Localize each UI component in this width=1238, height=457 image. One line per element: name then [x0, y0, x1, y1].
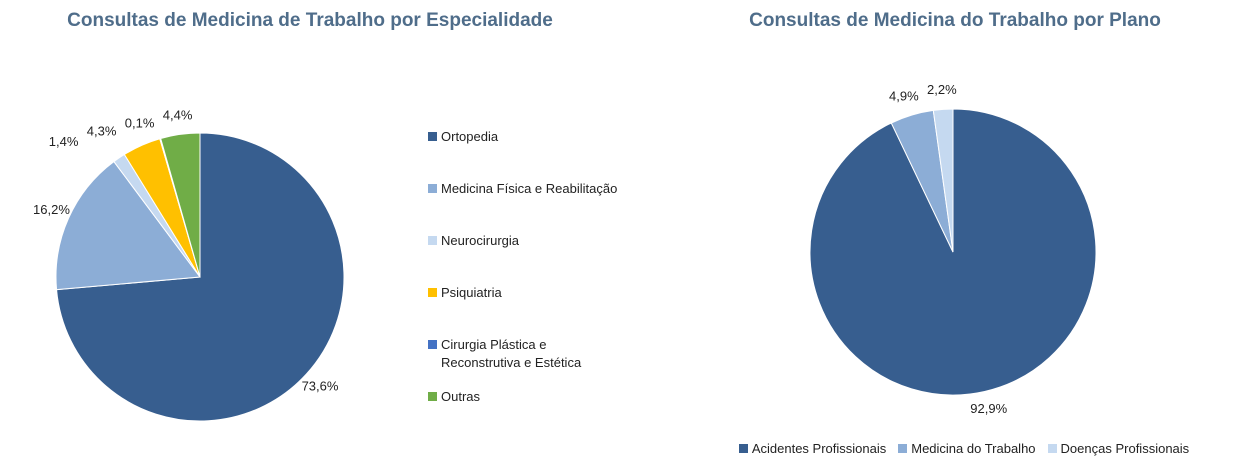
data-label: 2,2% — [927, 82, 957, 97]
legend-swatch — [428, 184, 437, 193]
legend-swatch — [428, 288, 437, 297]
legend-item: Cirurgia Plástica e Reconstrutiva e Esté… — [428, 336, 618, 388]
data-label: 1,4% — [49, 134, 79, 149]
data-label: 92,9% — [970, 401, 1007, 416]
legend-item: Medicina Física e Reabilitação — [428, 180, 618, 232]
legend-label: Medicina Física e Reabilitação — [441, 181, 618, 196]
legend-swatch — [1047, 444, 1057, 453]
legend-swatch — [428, 132, 437, 141]
legend-swatch — [428, 340, 437, 349]
legend-label: Ortopedia — [441, 129, 499, 144]
legend-item: Psiquiatria — [428, 284, 618, 336]
chart-title: Consultas de Medicina do Trabalho por Pl… — [749, 10, 1161, 31]
pie-slice — [160, 132, 201, 278]
chart-title: Consultas de Medicina de Trabalho por Es… — [67, 10, 553, 31]
pie-slice — [55, 160, 201, 291]
legend-swatch — [898, 444, 908, 453]
legend-label: Doenças Profissionais — [1060, 441, 1190, 456]
legend: Acidentes Profissionais Medicina do Traba… — [690, 440, 1238, 457]
legend-swatch — [428, 392, 437, 401]
data-label: 4,3% — [87, 123, 117, 138]
data-label: 4,9% — [889, 89, 919, 104]
pie-slice — [932, 108, 954, 253]
legend: Ortopedia Medicina Física e Reabilitação N… — [428, 128, 618, 440]
legend-label: Neurocirurgia — [441, 233, 520, 248]
legend-label: Cirurgia Plástica e Reconstrutiva e Esté… — [441, 337, 582, 370]
legend-label: Psiquiatria — [441, 285, 502, 300]
legend-item: Acidentes Profissionais — [738, 440, 887, 457]
legend-label: Medicina do Trabalho — [911, 441, 1036, 456]
data-label: 16,2% — [33, 202, 70, 217]
data-label: 0,1% — [125, 115, 155, 130]
legend-item: Medicina do Trabalho — [898, 440, 1036, 457]
legend-label: Acidentes Profissionais — [751, 441, 887, 456]
legend-item: Ortopedia — [428, 128, 618, 180]
legend-swatch — [428, 236, 437, 245]
data-label: 4,4% — [163, 107, 193, 122]
legend-item: Neurocirurgia — [428, 232, 618, 284]
data-label: 73,6% — [302, 378, 339, 393]
legend-item: Doenças Profissionais — [1047, 440, 1190, 457]
legend-item: Outras — [428, 388, 618, 440]
legend-label: Outras — [441, 389, 481, 404]
legend-swatch — [738, 444, 748, 453]
